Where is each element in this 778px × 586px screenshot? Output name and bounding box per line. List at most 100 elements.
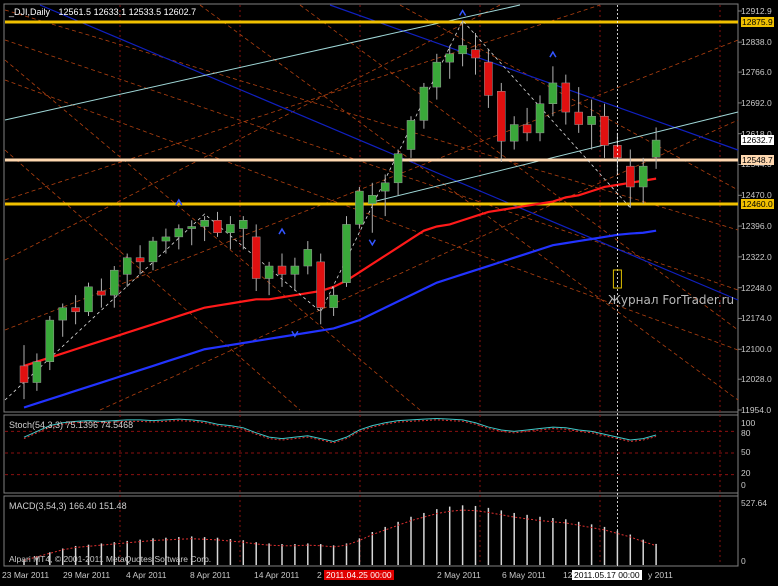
bull-candle	[148, 240, 158, 263]
fractal-arrow	[291, 330, 299, 338]
symbol-label: _DJI,Daily	[9, 7, 51, 17]
fractal-arrow	[175, 198, 183, 206]
price-scale-label: 12100.0	[741, 344, 772, 355]
bull-candle	[509, 124, 519, 142]
bull-candle	[329, 294, 338, 308]
bull-candle	[548, 82, 558, 104]
copyright-text: Alpari MT4, © 2001-2011 MetaQuotes Softw…	[9, 554, 212, 564]
bull-candle	[200, 220, 209, 227]
stoch-scale-80: 80	[741, 428, 751, 438]
bull-candle	[535, 103, 545, 134]
current-price-badge: 12632.7	[741, 135, 774, 145]
bull-candle	[638, 165, 648, 188]
bull-candle	[368, 195, 377, 204]
x-label-5: 14 Apr 2011	[254, 570, 300, 580]
ma-red-line	[23, 177, 657, 367]
stoch-label: Stoch(54,3,3) 75.1396 74.5468	[9, 420, 134, 430]
bear-candle	[213, 220, 222, 233]
bull-candle	[226, 224, 235, 233]
fan-line	[4, 4, 501, 261]
price-scale-label: 11954.0	[741, 405, 772, 415]
bear-candle	[316, 261, 325, 308]
price-scale-label: 12912.9	[741, 6, 772, 16]
bear-candle	[19, 365, 29, 383]
trend-line	[4, 4, 521, 121]
bear-candle	[613, 145, 622, 159]
price-scale-label: 12028.0	[741, 374, 772, 385]
fractal-arrow	[368, 239, 376, 247]
bull-candle	[32, 361, 42, 383]
bull-candle	[122, 257, 132, 275]
ma-blue-line	[23, 229, 657, 409]
main-pane-frame	[3, 3, 739, 413]
price-scale-label: 12396.0	[741, 221, 772, 232]
macd-scale-max: 527.64	[741, 498, 767, 508]
bull-candle	[342, 224, 351, 283]
bull-candle	[393, 153, 403, 184]
fan-line	[299, 4, 739, 331]
fractal-arrow	[278, 227, 286, 235]
bull-candle	[45, 319, 55, 362]
fan-line	[4, 39, 739, 291]
zigzag-line	[4, 19, 631, 401]
price-scale-label: 12470.0	[741, 190, 772, 201]
x-label-3: 4 Apr 2011	[126, 570, 167, 580]
channel-line	[329, 4, 739, 151]
stoch-scale-0: 0	[741, 480, 746, 490]
mid-level-badge: 12548.7	[741, 155, 774, 165]
macd-scale-zero: 0	[741, 556, 746, 566]
fan-line	[4, 79, 739, 351]
bull-candle	[587, 115, 596, 125]
fractal-arrow	[458, 9, 467, 16]
crosshair-marker	[612, 269, 622, 289]
fan-line	[99, 119, 739, 411]
x-label-10: y 2011	[648, 570, 673, 580]
macd-label: MACD(3,54,3) 166.40 151.48	[9, 501, 127, 511]
bull-candle	[419, 86, 429, 121]
bull-candle	[651, 139, 661, 158]
bull-candle	[264, 265, 274, 279]
bull-candle	[432, 61, 442, 88]
bull-candle	[458, 45, 467, 55]
bull-candle	[303, 249, 313, 267]
crosshair-date-label-2: 2011.05.17 00:00	[572, 570, 642, 580]
bottom-level-badge: 12460.0	[741, 199, 774, 209]
x-label-6: 2	[317, 570, 322, 580]
bear-candle	[522, 124, 532, 134]
price-scale-label: 12322.0	[741, 251, 772, 262]
bull-candle	[380, 182, 390, 192]
watermark: Журнал ForTrader.ru	[608, 293, 735, 307]
bear-candle	[277, 265, 287, 275]
ohlc-values: 12561.5 12633.1 12533.5 12602.7	[58, 7, 197, 17]
bear-candle	[71, 307, 80, 313]
bear-candle	[600, 115, 609, 146]
stoch-scale-50: 50	[741, 447, 751, 457]
bear-candle	[497, 91, 506, 142]
bear-candle	[471, 49, 480, 59]
fan-line	[4, 4, 601, 201]
bull-candle	[187, 226, 196, 229]
fan-line	[4, 59, 421, 411]
stoch-scale-20: 20	[741, 468, 751, 478]
stoch-main-line	[23, 417, 657, 442]
price-scale-label: 12692.0	[741, 97, 772, 108]
bull-candle	[174, 228, 184, 238]
top-level-badge: 12875.9	[741, 17, 774, 27]
bear-candle	[135, 257, 145, 263]
price-scale-label: 12766.0	[741, 67, 772, 78]
bull-candle	[239, 220, 248, 229]
crosshair-date-label-1: 2011.04.25 00:00	[324, 570, 394, 580]
bear-candle	[626, 165, 635, 188]
channel-line	[39, 4, 739, 301]
x-label-4: 8 Apr 2011	[190, 570, 231, 580]
x-label-1: 23 Mar 2011	[2, 570, 50, 580]
bear-candle	[484, 61, 493, 96]
chart-header: _DJI,Daily 12561.5 12633.1 12533.5 12602…	[9, 7, 196, 18]
bull-candle	[110, 269, 119, 296]
bear-candle	[97, 290, 106, 296]
stoch-scale-100: 100	[741, 418, 756, 428]
x-label-8: 6 May 2011	[502, 570, 546, 580]
x-label-9: 12	[563, 570, 573, 580]
price-scale-label: 12618.0	[741, 128, 772, 139]
